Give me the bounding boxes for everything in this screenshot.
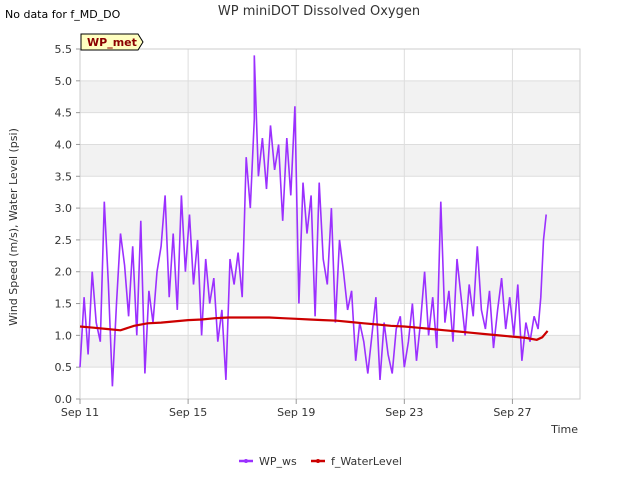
no-data-note: No data for f_MD_DO bbox=[5, 8, 121, 21]
legend: WP_ws f_WaterLevel bbox=[239, 455, 402, 468]
y-tick-label: 1.0 bbox=[55, 329, 73, 342]
x-tick-label: Sep 23 bbox=[385, 406, 423, 419]
legend-marker-wp-ws bbox=[244, 459, 248, 463]
series-line-wp-ws bbox=[79, 55, 547, 387]
y-tick-label: 4.5 bbox=[55, 107, 73, 120]
y-tick-label: 1.5 bbox=[55, 298, 73, 311]
legend-item-f-waterlevel[interactable]: f_WaterLevel bbox=[311, 455, 402, 468]
plot-frame bbox=[79, 48, 581, 400]
x-tick-label: Sep 11 bbox=[61, 406, 99, 419]
legend-label-wp-ws: WP_ws bbox=[259, 455, 297, 468]
x-tick-label: Sep 19 bbox=[277, 406, 315, 419]
grid-lines bbox=[79, 48, 581, 400]
y-tick-label: 4.0 bbox=[55, 138, 73, 151]
x-tick-label: Sep 27 bbox=[493, 406, 531, 419]
legend-item-wp-ws[interactable]: WP_ws bbox=[239, 455, 297, 468]
plot-band bbox=[80, 144, 580, 177]
y-tick-label: 0.5 bbox=[55, 361, 73, 374]
plot-band bbox=[80, 80, 580, 113]
plot-background bbox=[80, 49, 580, 399]
x-axis-ticks: Sep 11 Sep 15 Sep 19 Sep 23 Sep 27 bbox=[61, 399, 532, 419]
y-tick-label: 0.0 bbox=[55, 393, 73, 406]
legend-marker-f-waterlevel bbox=[316, 459, 320, 463]
y-tick-label: 2.5 bbox=[55, 234, 73, 247]
y-axis-ticks: 0.0 0.5 1.0 1.5 2.0 2.5 3.0 3.5 4.0 4.5 5.0 5.5 bbox=[55, 43, 80, 406]
x-tick-label: Sep 15 bbox=[169, 406, 207, 419]
y-tick-label: 5.5 bbox=[55, 43, 73, 56]
series-line-f-waterlevel bbox=[79, 316, 549, 341]
legend-label-f-waterlevel: f_WaterLevel bbox=[331, 455, 402, 468]
y-tick-label: 3.0 bbox=[55, 202, 73, 215]
y-tick-label: 5.0 bbox=[55, 75, 73, 88]
y-tick-label: 3.5 bbox=[55, 170, 73, 183]
y-axis-label: Wind Speed (m/s), Water Level (psi) bbox=[7, 128, 20, 326]
badge-label: WP_met bbox=[87, 36, 137, 49]
chart-title: WP miniDOT Dissolved Oxygen bbox=[218, 4, 420, 19]
plot-band bbox=[80, 335, 580, 368]
x-axis-label: Time bbox=[550, 423, 578, 436]
plot-band bbox=[80, 271, 580, 304]
y-tick-label: 2.0 bbox=[55, 266, 73, 279]
wp-met-badge: WP_met bbox=[80, 33, 144, 51]
